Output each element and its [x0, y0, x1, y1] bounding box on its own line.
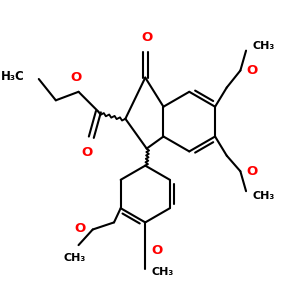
Text: O: O [152, 244, 163, 257]
Text: CH₃: CH₃ [252, 191, 274, 201]
Text: O: O [70, 71, 81, 84]
Text: CH₃: CH₃ [152, 267, 174, 277]
Text: O: O [247, 165, 258, 178]
Text: O: O [81, 146, 93, 159]
Text: O: O [247, 64, 258, 77]
Text: O: O [141, 31, 152, 44]
Text: CH₃: CH₃ [63, 253, 86, 263]
Text: O: O [74, 222, 86, 235]
Text: H₃C: H₃C [1, 70, 25, 83]
Text: CH₃: CH₃ [252, 40, 274, 50]
